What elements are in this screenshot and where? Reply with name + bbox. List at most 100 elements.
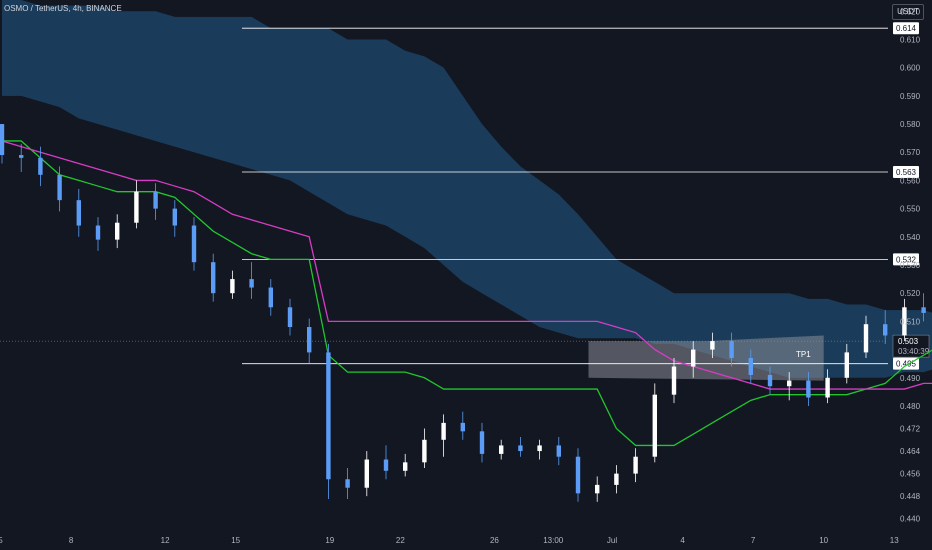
candle-body: [19, 155, 24, 158]
candle-body: [230, 279, 235, 294]
candle-body: [57, 174, 62, 201]
candle: [268, 279, 273, 316]
candle: [57, 166, 62, 212]
candle-body: [883, 324, 888, 336]
candle: [115, 214, 120, 249]
candle: [230, 270, 235, 299]
candle-body: [0, 124, 5, 156]
y-tick-label: 0.510: [900, 317, 921, 326]
candle: [863, 315, 869, 359]
candle: [633, 448, 638, 483]
candle: [249, 262, 254, 299]
candle: [614, 465, 619, 494]
price-level-tag: [893, 165, 919, 178]
candle-body: [499, 445, 504, 454]
candle-body: [460, 422, 465, 432]
candle-body: [172, 208, 177, 226]
magenta-indicator-line: [1, 140, 932, 390]
candle-body: [748, 358, 753, 375]
candle-body: [287, 307, 293, 328]
x-tick-label: 5: [0, 536, 3, 545]
candle-body: [479, 431, 485, 454]
candle-body: [710, 341, 715, 350]
y-tick-label: 0.520: [900, 289, 921, 298]
candle: [422, 428, 427, 468]
candle-body: [537, 445, 542, 452]
candle: [38, 146, 43, 187]
candle: [575, 448, 581, 502]
candle: [652, 383, 657, 463]
candle-body: [191, 225, 197, 263]
x-tick-label: Jul: [607, 536, 617, 545]
candle-body: [575, 456, 581, 494]
candle: [211, 253, 216, 302]
candle: [883, 310, 888, 344]
candle: [825, 369, 830, 404]
candle-layer: [0, 124, 926, 502]
x-tick-label: 4: [680, 536, 685, 545]
y-tick-label: 0.600: [900, 64, 921, 73]
y-tick-label: 0.480: [900, 402, 921, 411]
symbol-title: OSMO / TetherUS, 4h, BINANCE: [4, 4, 122, 13]
y-tick-label: 0.560: [900, 176, 921, 185]
price-level-tag: [893, 22, 919, 35]
candle-body: [844, 352, 849, 378]
candle-body: [38, 157, 43, 175]
candle-body: [825, 377, 830, 398]
candle-body: [211, 262, 216, 294]
candle-body: [633, 456, 638, 474]
candle-body: [787, 380, 792, 387]
candle: [691, 341, 696, 378]
candle-body: [921, 307, 926, 313]
y-tick-label: 0.570: [900, 148, 921, 157]
candle: [460, 411, 465, 440]
current-price-tag: [892, 334, 930, 358]
candle-body: [691, 349, 696, 367]
y-tick-label: 0.448: [900, 492, 921, 501]
candle: [767, 366, 773, 395]
candle: [134, 180, 139, 229]
candle-body: [518, 445, 523, 452]
x-tick-label: 19: [325, 536, 334, 545]
candle: [345, 467, 350, 499]
x-tick-label: 13: [890, 536, 899, 545]
candle-body: [652, 394, 657, 457]
candle-body: [863, 324, 869, 353]
candle: [537, 439, 542, 460]
green-indicator-line: [2, 140, 932, 447]
x-tick-label: 15: [231, 536, 240, 545]
candle-body: [249, 279, 254, 288]
candle-body: [595, 484, 600, 494]
currency-button[interactable]: USDT: [892, 4, 924, 20]
x-tick-label: 26: [490, 536, 499, 545]
x-tick-label: 7: [751, 536, 756, 545]
projection-zone: [588, 335, 824, 381]
candle: [0, 124, 5, 164]
candle: [902, 298, 907, 342]
x-tick-label: 12: [161, 536, 170, 545]
candle-body: [76, 200, 81, 226]
price-level-label: 0.614: [896, 24, 917, 33]
candle: [748, 349, 753, 384]
candle-body: [767, 374, 773, 387]
candle-body: [403, 462, 408, 471]
candle-body: [383, 459, 389, 471]
candle: [383, 445, 389, 480]
candle-body: [153, 191, 158, 209]
projection-zone-layer: [588, 335, 824, 381]
candle-body: [326, 352, 331, 480]
price-level-label: 0.532: [896, 255, 917, 264]
cloud-band: [2, 0, 932, 378]
candle: [153, 183, 158, 220]
candle-body: [614, 473, 619, 485]
candle-body: [671, 366, 677, 395]
y-tick-label: 0.490: [900, 374, 921, 383]
candle: [19, 143, 24, 172]
candle-body: [902, 307, 907, 336]
candle: [403, 453, 408, 477]
candle: [556, 436, 561, 466]
candle: [729, 332, 734, 367]
x-tick-label: 22: [396, 536, 405, 545]
price-level-tag: [893, 253, 919, 266]
